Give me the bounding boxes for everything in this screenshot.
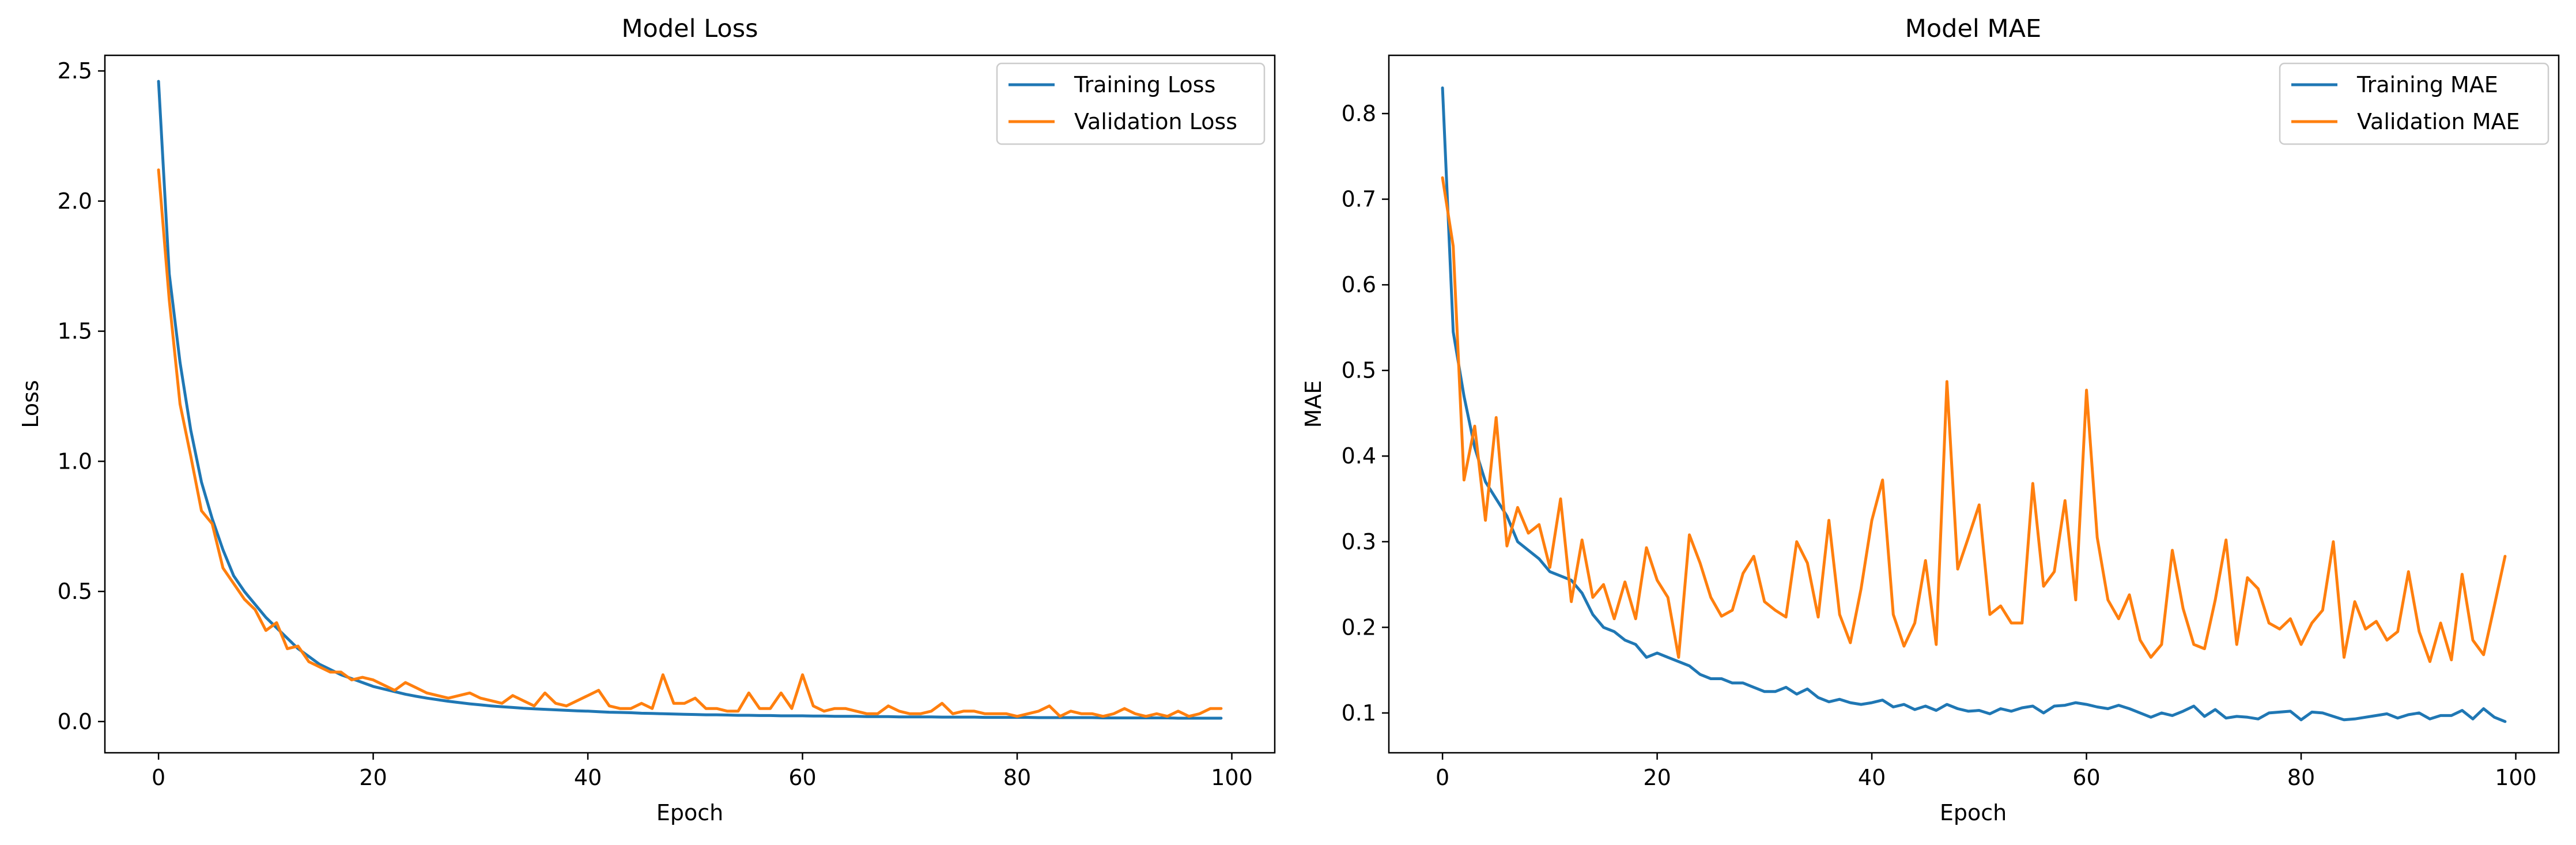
loss-legend-training-label: Training Loss [1074, 72, 1215, 97]
loss-y-tick-label: 1.0 [58, 448, 92, 474]
mae-y-tick-label: 0.5 [1342, 358, 1376, 383]
mae-x-ticks: 0 20 40 60 80 100 [1436, 753, 2537, 790]
loss-y-tick-label: 0.0 [58, 709, 92, 734]
mae-y-tick-label: 0.6 [1342, 272, 1376, 297]
loss-x-axis-label: Epoch [656, 800, 723, 825]
loss-legend: Training Loss Validation Loss [996, 62, 1266, 145]
loss-y-tick-label: 2.0 [58, 188, 92, 214]
loss-y-tick-label: 0.5 [58, 579, 92, 604]
mae-y-tick-label: 0.3 [1342, 529, 1376, 554]
loss-x-tick-label: 60 [788, 765, 816, 790]
mae-x-tick-label: 40 [1858, 765, 1886, 790]
loss-legend-box [996, 62, 1266, 145]
mae-panel: Model MAE 0 20 40 60 80 100 0.10.20.30.40.50.… [1301, 14, 2560, 825]
loss-x-tick-label: 20 [359, 765, 387, 790]
mae-x-tick-label: 0 [1436, 765, 1449, 790]
mae-y-tick-label: 0.4 [1342, 443, 1376, 469]
loss-x-tick-label: 80 [1003, 765, 1031, 790]
mae-y-tick-label: 0.2 [1342, 614, 1376, 640]
loss-x-ticks: 0 20 40 60 80 100 [152, 753, 1253, 790]
mae-legend-validation-label: Validation MAE [2357, 109, 2520, 134]
mae-chart-title: Model MAE [1905, 14, 2041, 43]
mae-x-axis-label: Epoch [1940, 800, 2007, 825]
loss-y-tick-label: 2.5 [58, 58, 92, 84]
loss-y-axis-label: Loss [18, 380, 43, 428]
mae-x-tick-label: 20 [1643, 765, 1671, 790]
loss-y-ticks: 0.0 0.5 1.0 1.5 2.0 2.5 [58, 58, 105, 734]
mae-series-layer [1441, 86, 2507, 723]
loss-chart-title: Model Loss [621, 14, 758, 43]
mae-legend-training-label: Training MAE [2356, 72, 2498, 97]
loss-x-tick-label: 0 [152, 765, 165, 790]
loss-x-tick-label: 40 [574, 765, 602, 790]
mae-y-tick-label: 0.8 [1342, 101, 1376, 126]
mae-x-tick-label: 100 [2495, 765, 2537, 790]
loss-x-tick-label: 100 [1211, 765, 1253, 790]
mae-y-tick-label: 0.7 [1342, 187, 1376, 212]
loss-plot-frame [104, 54, 1276, 754]
loss-panel: Model Loss 0 20 40 60 80 100 0.0 0.5 1.0 1.5 2.0 2… [18, 14, 1276, 825]
mae-y-axis-label: MAE [1301, 380, 1326, 428]
loss-y-tick-label: 1.5 [58, 319, 92, 344]
mae-y-ticks: 0.1 0.2 0.3 0.4 0.5 0.6 0.7 0.8 [1342, 101, 1389, 726]
loss-series-layer [157, 80, 1223, 720]
mae-x-tick-label: 60 [2072, 765, 2100, 790]
mae-y-tick-label: 0.1 [1342, 700, 1376, 726]
mae-x-tick-label: 80 [2287, 765, 2315, 790]
mae-legend: Training MAE Validation MAE [2279, 62, 2549, 145]
loss-legend-validation-label: Validation Loss [1074, 109, 1237, 134]
mae-series-line-0 [1441, 86, 2507, 723]
mae-legend-box [2279, 62, 2549, 145]
mae-plot-frame [1388, 54, 2560, 754]
loss-series-line-1 [157, 168, 1223, 718]
mae-series-line-1 [1441, 176, 2507, 663]
